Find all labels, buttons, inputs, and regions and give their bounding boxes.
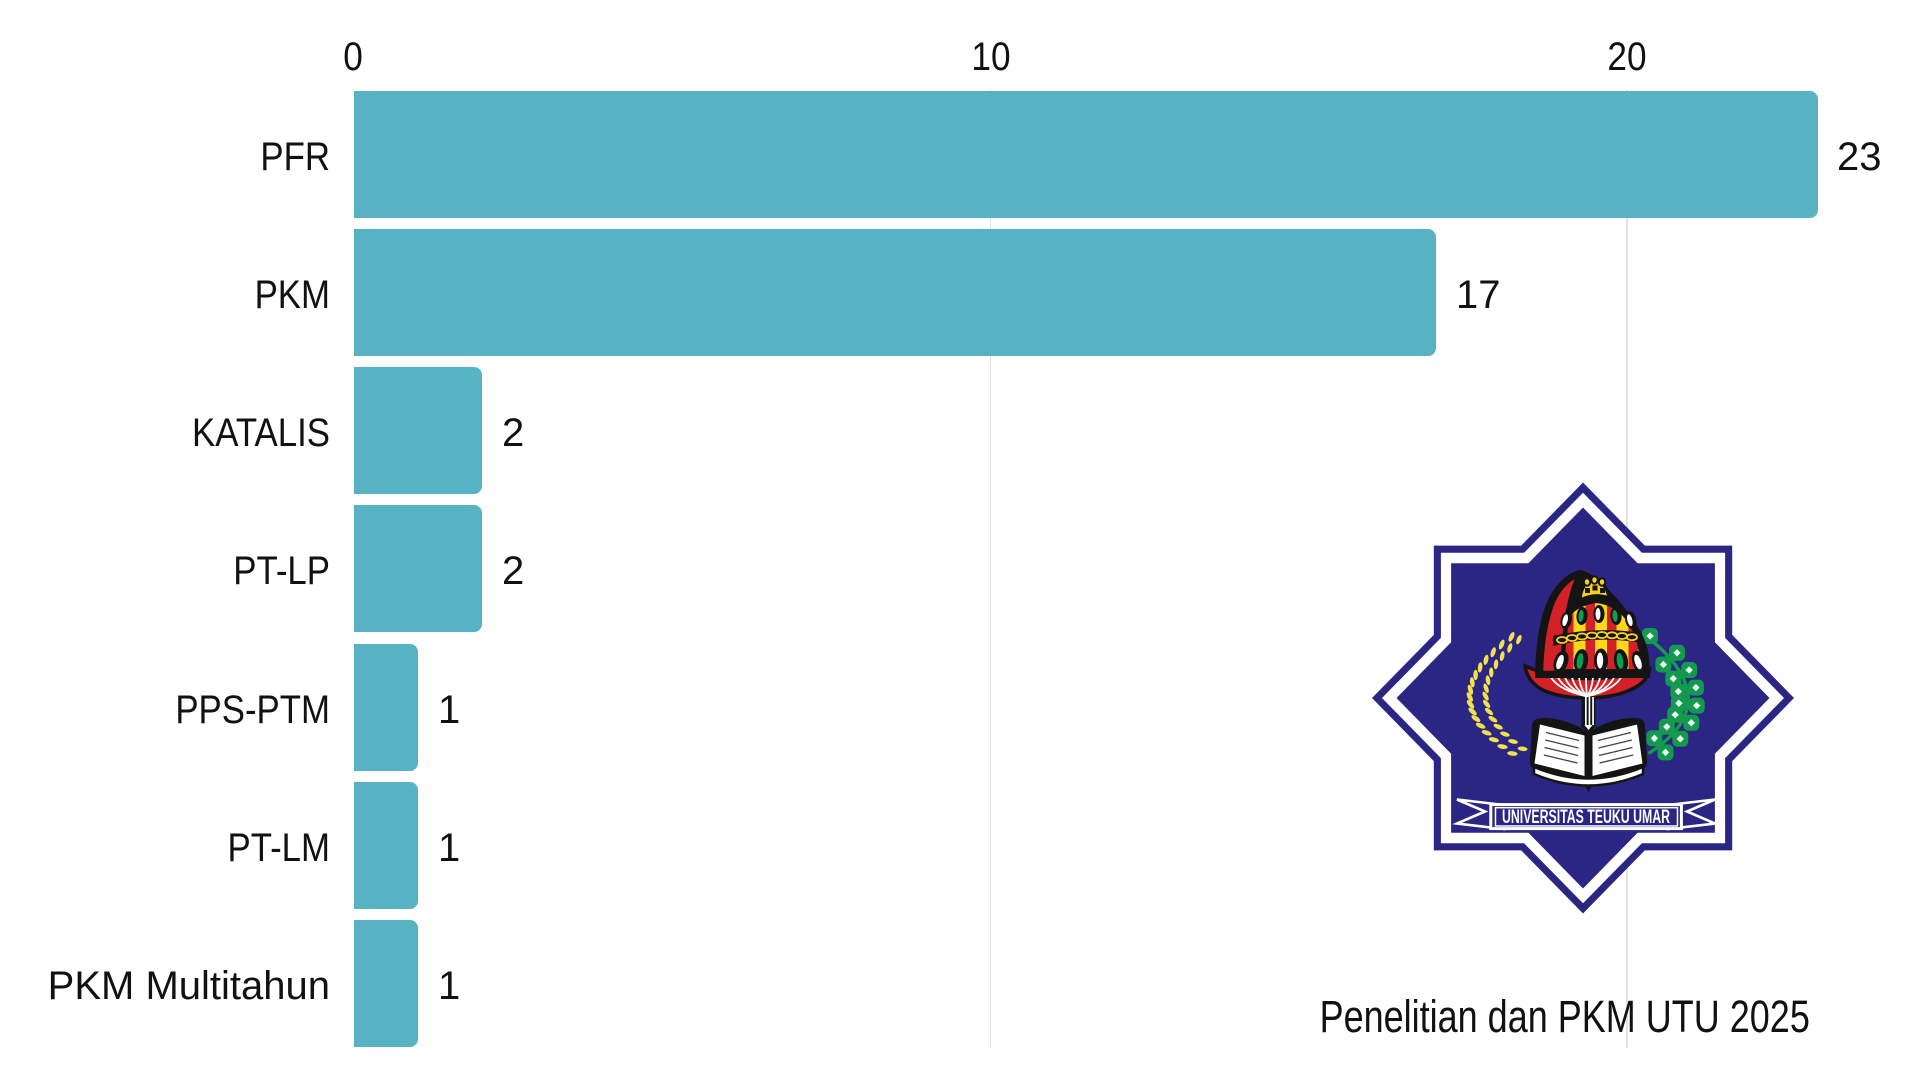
- svg-text:UNIVERSITAS TEUKU UMAR: UNIVERSITAS TEUKU UMAR: [1502, 807, 1670, 828]
